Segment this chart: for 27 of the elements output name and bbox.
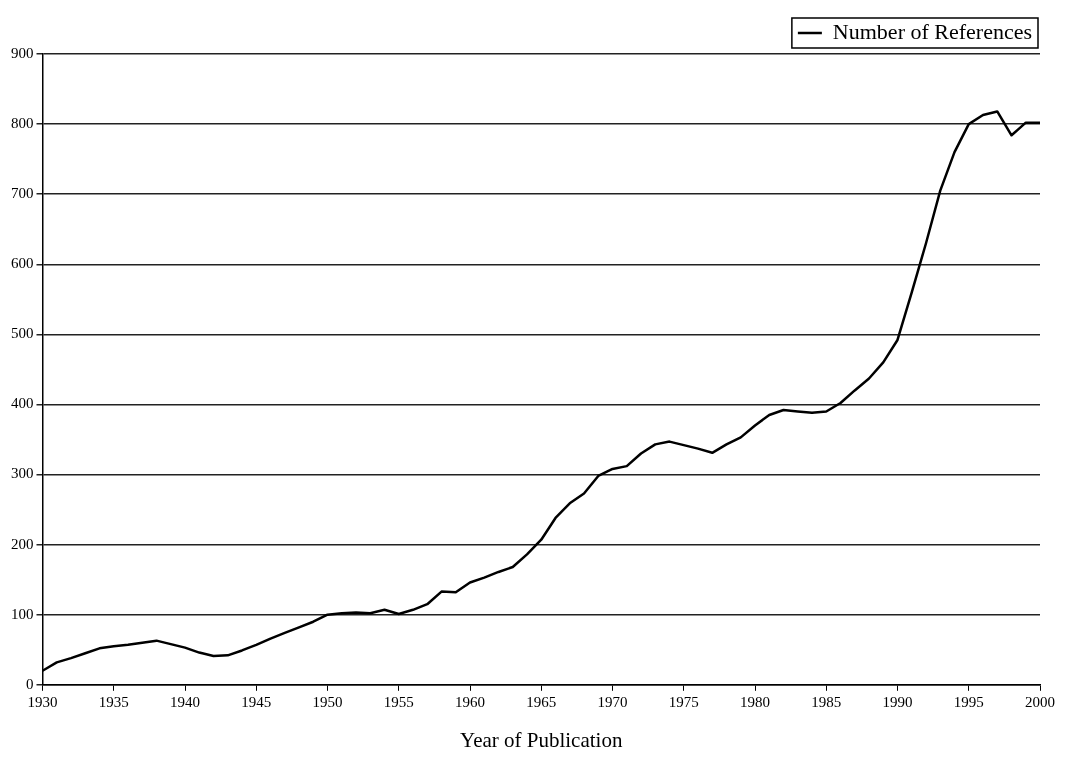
- y-tick-label: 900: [11, 44, 34, 61]
- y-tick-label: 500: [11, 325, 34, 342]
- legend-label: Number of References: [832, 18, 1033, 44]
- y-tick-label: 400: [11, 395, 34, 412]
- x-tick-label: 1965: [526, 693, 557, 710]
- x-tick-label: 1995: [953, 693, 984, 710]
- y-tick-label: 100: [11, 605, 34, 622]
- x-tick-label: 1985: [811, 693, 842, 710]
- y-tick-label: 800: [11, 115, 34, 132]
- x-tick-label: 1935: [98, 693, 129, 710]
- x-tick-label: 2000: [1025, 693, 1055, 710]
- y-tick-label: 700: [11, 185, 34, 202]
- x-tick-label: 1960: [455, 693, 485, 710]
- x-tick-label: 1990: [882, 693, 913, 710]
- x-tick-label: 1930: [27, 693, 58, 710]
- x-tick-label: 1945: [241, 693, 272, 710]
- y-tick-label: 600: [11, 255, 34, 272]
- x-tick-label: 1980: [740, 693, 770, 710]
- x-tick-label: 1940: [170, 693, 200, 710]
- y-tick-label: 300: [11, 465, 34, 482]
- y-tick-label: 0: [26, 675, 34, 692]
- x-tick-label: 1975: [668, 693, 699, 710]
- y-tick-label: 200: [11, 535, 34, 552]
- x-tick-label: 1950: [312, 693, 343, 710]
- x-axis-title: Year of Publication: [460, 727, 623, 752]
- x-tick-label: 1955: [383, 693, 414, 710]
- x-tick-label: 1970: [597, 693, 628, 710]
